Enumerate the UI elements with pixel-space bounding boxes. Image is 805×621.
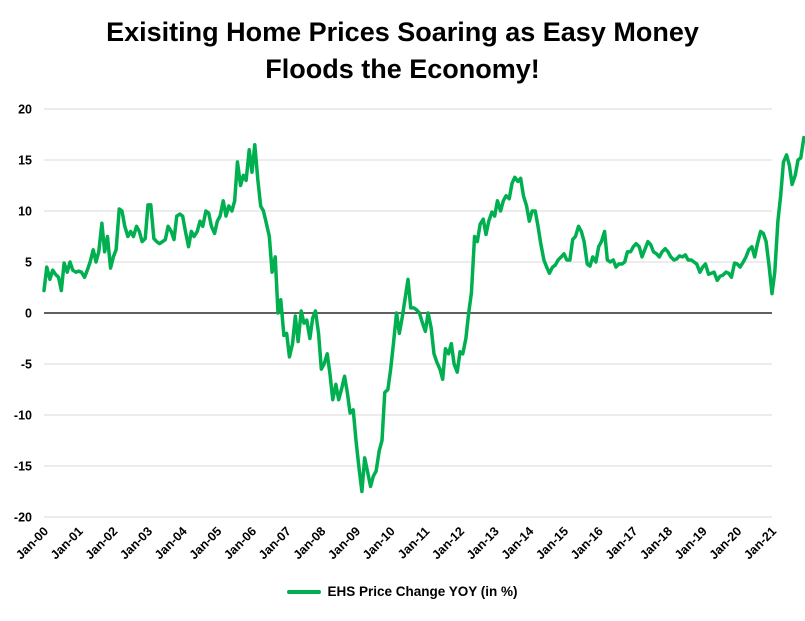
chart-title-line-1: Exisiting Home Prices Soaring as Easy Mo… xyxy=(106,17,699,47)
x-tick-label: Jan-12 xyxy=(429,524,467,562)
x-tick-label: Jan-04 xyxy=(152,524,190,562)
x-tick-label: Jan-03 xyxy=(117,524,155,562)
x-tick-label: Jan-21 xyxy=(741,524,779,562)
series-layer xyxy=(42,135,805,494)
y-tick-label: -15 xyxy=(14,460,32,474)
x-tick-label: Jan-01 xyxy=(48,524,86,562)
x-tick-label: Jan-02 xyxy=(83,524,121,562)
y-tick-label: -5 xyxy=(21,358,32,372)
x-tick-label: Jan-18 xyxy=(637,524,675,562)
y-tick-label: -10 xyxy=(14,409,32,423)
gridlines xyxy=(44,108,772,518)
legend-label: EHS Price Change YOY (in %) xyxy=(327,584,518,599)
x-tick-label: Jan-19 xyxy=(672,524,710,562)
legend: EHS Price Change YOY (in %) xyxy=(0,584,805,599)
x-tick-label: Jan-15 xyxy=(533,524,571,562)
y-tick-label: -20 xyxy=(14,511,32,525)
y-tick-label: 15 xyxy=(18,154,32,168)
chart-title-line-2: Floods the Economy! xyxy=(265,54,540,84)
x-tick-label: Jan-06 xyxy=(221,524,259,562)
y-tick-label: 0 xyxy=(25,307,32,321)
x-tick-label: Jan-11 xyxy=(395,524,432,561)
x-tick-label: Jan-10 xyxy=(360,524,398,562)
x-tick-label: Jan-16 xyxy=(568,524,606,562)
series-line-ehs-price-change xyxy=(42,135,805,494)
y-tick-label: 10 xyxy=(18,205,32,219)
y-tick-label: 5 xyxy=(25,256,32,270)
x-tick-label: Jan-09 xyxy=(325,524,363,562)
x-tick-label: Jan-08 xyxy=(291,524,329,562)
x-tick-label: Jan-05 xyxy=(187,524,225,562)
x-tick-label: Jan-20 xyxy=(707,524,745,562)
x-tick-label: Jan-07 xyxy=(256,524,294,562)
legend-swatch xyxy=(287,589,322,594)
x-tick-label: Jan-00 xyxy=(13,524,51,562)
x-axis: Jan-00Jan-01Jan-02Jan-03Jan-04Jan-05Jan-… xyxy=(13,524,779,562)
x-tick-label: Jan-14 xyxy=(499,524,537,562)
x-tick-label: Jan-17 xyxy=(603,524,641,562)
x-tick-label: Jan-13 xyxy=(464,524,502,562)
y-axis: 20 15 10 5 0 -5 -10 -15 -20 xyxy=(14,103,32,525)
chart-title: Exisiting Home Prices Soaring as Easy Mo… xyxy=(0,14,805,88)
y-tick-label: 20 xyxy=(18,103,32,117)
